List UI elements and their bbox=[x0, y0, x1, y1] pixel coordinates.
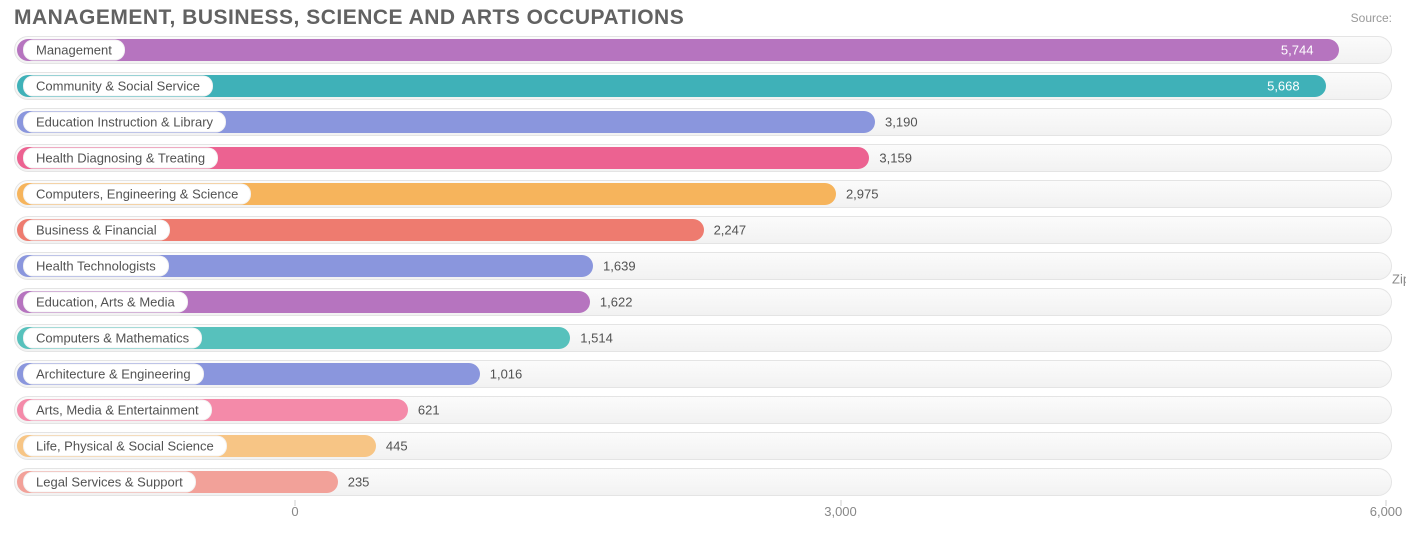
bar-row: Education Instruction & Library 3,190 bbox=[14, 108, 1392, 136]
bar-label-pill: Life, Physical & Social Science bbox=[23, 436, 227, 457]
bar-label-pill: Management bbox=[23, 40, 125, 61]
bar-value: 3,159 bbox=[879, 151, 912, 166]
bar-row: Life, Physical & Social Science 445 bbox=[14, 432, 1392, 460]
bar-row: Health Diagnosing & Treating 3,159 bbox=[14, 144, 1392, 172]
bar-row: Health Technologists 1,639 bbox=[14, 252, 1392, 280]
bar-value: 3,190 bbox=[885, 115, 918, 130]
bar-row: Computers, Engineering & Science 2,975 bbox=[14, 180, 1392, 208]
bar-value: 621 bbox=[418, 403, 440, 418]
bar-row: Architecture & Engineering 1,016 bbox=[14, 360, 1392, 388]
bar-label-pill: Computers, Engineering & Science bbox=[23, 184, 251, 205]
tick-label: 3,000 bbox=[824, 504, 857, 519]
chart-header: MANAGEMENT, BUSINESS, SCIENCE AND ARTS O… bbox=[0, 0, 1406, 32]
bar-value: 2,975 bbox=[846, 187, 879, 202]
chart-title: MANAGEMENT, BUSINESS, SCIENCE AND ARTS O… bbox=[14, 6, 684, 30]
bar-value: 445 bbox=[386, 439, 408, 454]
bar-label-pill: Education, Arts & Media bbox=[23, 292, 188, 313]
bar-label-pill: Arts, Media & Entertainment bbox=[23, 400, 212, 421]
bar-row: Community & Social Service 5,668 bbox=[14, 72, 1392, 100]
bar-row: Business & Financial 2,247 bbox=[14, 216, 1392, 244]
bar-row: Education, Arts & Media 1,622 bbox=[14, 288, 1392, 316]
bar-row: Arts, Media & Entertainment 621 bbox=[14, 396, 1392, 424]
bar-label-pill: Architecture & Engineering bbox=[23, 364, 204, 385]
bar-label-pill: Education Instruction & Library bbox=[23, 112, 226, 133]
bar-value: 1,622 bbox=[600, 295, 633, 310]
bar-label-pill: Legal Services & Support bbox=[23, 472, 196, 493]
tick-label: 0 bbox=[291, 504, 298, 519]
bar-value: 1,514 bbox=[580, 331, 613, 346]
bar-value: 5,744 bbox=[1281, 43, 1314, 58]
bar-row: Management 5,744 bbox=[14, 36, 1392, 64]
bar-value: 1,016 bbox=[490, 367, 523, 382]
tick-label: 6,000 bbox=[1370, 504, 1403, 519]
bar-value: 235 bbox=[348, 475, 370, 490]
bar-value: 2,247 bbox=[714, 223, 747, 238]
source-label: Source: bbox=[1351, 11, 1392, 25]
bar-fill bbox=[17, 39, 1339, 61]
bar-label-pill: Health Technologists bbox=[23, 256, 169, 277]
bar-chart: Management 5,744 Community & Social Servic… bbox=[0, 32, 1406, 496]
bar-row: Legal Services & Support 235 bbox=[14, 468, 1392, 496]
bar-fill bbox=[17, 75, 1326, 97]
bar-value: 1,639 bbox=[603, 259, 636, 274]
chart-source: Source: ZipAtlas.com bbox=[1351, 11, 1392, 25]
bar-value: 5,668 bbox=[1267, 79, 1300, 94]
bar-label-pill: Health Diagnosing & Treating bbox=[23, 148, 218, 169]
bar-row: Computers & Mathematics 1,514 bbox=[14, 324, 1392, 352]
bar-label-pill: Community & Social Service bbox=[23, 76, 213, 97]
x-axis: 03,0006,000 bbox=[14, 504, 1392, 530]
bar-label-pill: Business & Financial bbox=[23, 220, 170, 241]
bar-label-pill: Computers & Mathematics bbox=[23, 328, 202, 349]
